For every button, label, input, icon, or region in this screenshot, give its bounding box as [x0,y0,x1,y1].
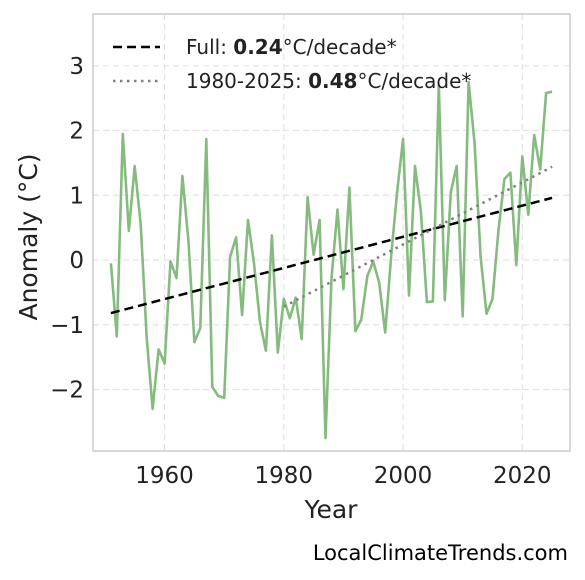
anomaly-line [109,80,553,440]
legend-label-1980-2025: 1980-2025: 0.48°C/decade* [186,69,471,93]
y-tick-label: 1 [69,183,84,209]
y-tick-label: −2 [50,377,84,403]
legend: Full: 0.24°C/decade* 1980-2025: 0.48°C/d… [113,35,471,93]
source-credit: LocalClimateTrends.com [313,541,568,565]
y-tick-label: 3 [69,54,84,80]
plot-background [93,14,570,451]
x-tick-label: 2000 [374,463,433,489]
y-tick-label: 2 [69,119,84,145]
x-tick-label: 1960 [135,463,194,489]
plot-frame [92,13,571,452]
y-axis-title: Anomaly (°C) [14,153,43,320]
x-tick-label: 2020 [493,463,552,489]
x-tick-label: 1980 [255,463,314,489]
y-tick-label: 0 [69,248,84,274]
tick-labels: 1960 1980 2000 2020 −2 −1 0 1 2 3 [50,54,551,489]
y-tick-label: −1 [50,313,84,339]
grid-lines [93,14,570,451]
legend-label-full: Full: 0.24°C/decade* [186,35,397,59]
x-axis-title: Year [304,495,359,524]
trend-line-full [110,196,553,315]
trend-line-1980-2025 [283,165,553,308]
data-layer [109,80,553,440]
